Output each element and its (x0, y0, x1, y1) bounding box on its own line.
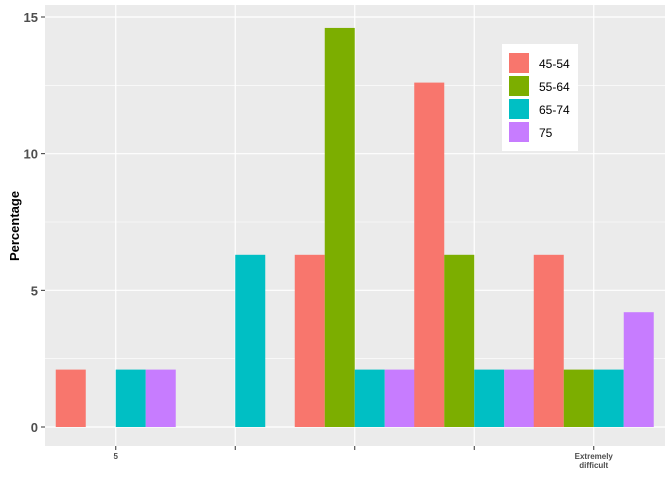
bar-45-54 (294, 254, 325, 427)
x-axis: 5 Extremely difficult (114, 446, 614, 470)
legend-swatch-65-74 (509, 99, 529, 119)
bars (55, 27, 654, 428)
bar-75 (623, 312, 654, 427)
y-axis-title: Percentage (7, 191, 22, 261)
bar-45-54 (414, 82, 445, 427)
bar-45-54 (55, 369, 86, 427)
legend-label-55-64: 55-64 (539, 80, 570, 94)
legend-swatch-75 (509, 122, 529, 142)
bar-75 (145, 369, 176, 427)
bar-45-54 (533, 254, 564, 427)
x-tick-label: 5 (114, 452, 119, 461)
bar-65-74 (474, 369, 505, 427)
bar-55-64 (324, 27, 355, 428)
bar-75 (384, 369, 415, 427)
y-axis: 0 5 10 15 (24, 10, 45, 435)
legend-swatch-55-64 (509, 76, 529, 96)
y-tick-label: 15 (24, 10, 38, 25)
bar-65-74 (593, 369, 624, 427)
bar-65-74 (235, 254, 266, 427)
x-tick-label: Extremely difficult (575, 452, 614, 470)
y-tick-label: 5 (31, 283, 38, 298)
y-tick-label: 10 (24, 147, 38, 162)
legend-swatch-45-54 (509, 53, 529, 73)
y-tick-label: 0 (31, 420, 38, 435)
legend-label-65-74: 65-74 (539, 103, 570, 117)
bar-75 (504, 369, 535, 427)
bar-55-64 (563, 369, 594, 427)
legend-label-45-54: 45-54 (539, 57, 570, 71)
bar-65-74 (354, 369, 385, 427)
legend: 45-54 55-64 65-74 75 (502, 44, 578, 151)
bar-55-64 (444, 254, 475, 427)
bar-65-74 (115, 369, 146, 427)
legend-label-75: 75 (539, 126, 553, 140)
